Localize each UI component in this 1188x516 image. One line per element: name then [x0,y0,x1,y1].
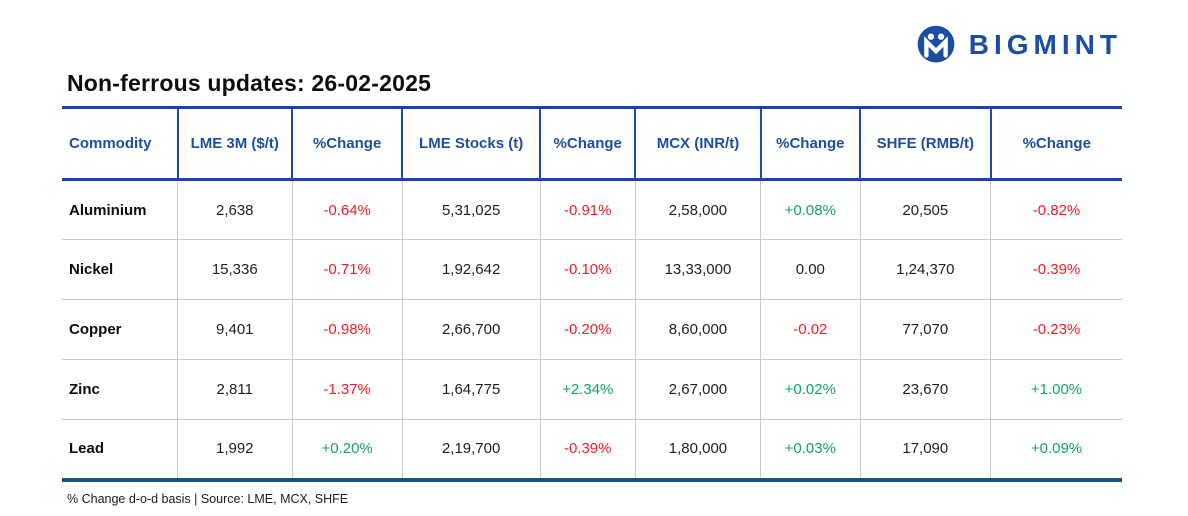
mcx-change-cell: -0.02 [760,299,861,360]
brand-logo: BIGMINT [915,24,1122,66]
commodity-table: Commodity LME 3M ($/t) %Change LME Stock… [62,106,1122,482]
footer-note: % Change d-o-d basis | Source: LME, MCX,… [67,491,349,506]
lme-3m-change-cell: -0.98% [291,299,403,360]
shfe-change-cell: -0.39% [990,239,1122,300]
commodity-name-cell: Zinc [62,359,178,420]
column-header-change-4: %Change [989,106,1122,181]
shfe-cell: 77,070 [859,299,991,360]
lme-stocks-change-cell: -0.39% [539,419,636,482]
lme-3m-cell: 9,401 [177,299,292,360]
table-row-aluminium: Aluminium 2,638 -0.64% 5,31,025 -0.91% 2… [62,179,1122,240]
lme-3m-cell: 2,811 [177,359,292,420]
lme-3m-cell: 15,336 [177,239,292,300]
shfe-change-cell: -0.23% [990,299,1122,360]
lme-stocks-change-cell: -0.91% [539,179,636,240]
mcx-change-cell: 0.00 [760,239,861,300]
lme-3m-cell: 1,992 [177,419,292,482]
mcx-cell: 2,67,000 [634,359,761,420]
lme-3m-change-cell: -0.64% [291,179,403,240]
column-header-change-3: %Change [759,106,861,181]
column-header-change-2: %Change [539,106,636,181]
lme-3m-change-cell: -0.71% [291,239,403,300]
lme-stocks-cell: 1,92,642 [401,239,541,300]
column-header-mcx: MCX (INR/t) [634,106,761,181]
mcx-change-cell: +0.03% [760,419,861,482]
page-title: Non-ferrous updates: 26-02-2025 [67,70,432,96]
top-bar: BIGMINT [62,22,1122,68]
column-header-commodity: Commodity [62,106,178,181]
mcx-cell: 13,33,000 [634,239,761,300]
lme-stocks-change-cell: -0.10% [539,239,636,300]
mcx-change-cell: +0.08% [760,179,861,240]
shfe-change-cell: +0.09% [990,419,1122,482]
shfe-change-cell: +1.00% [990,359,1122,420]
lme-3m-cell: 2,638 [177,179,292,240]
column-header-lme-stocks: LME Stocks (t) [401,106,541,181]
mcx-change-cell: +0.02% [760,359,861,420]
column-header-lme-3m: LME 3M ($/t) [176,106,292,181]
bigmint-logo-icon [915,24,957,66]
column-header-shfe: SHFE (RMB/t) [859,106,991,181]
lme-stocks-cell: 2,19,700 [401,419,541,482]
commodity-name-cell: Nickel [62,239,178,300]
shfe-change-cell: -0.82% [990,179,1122,240]
commodity-name-cell: Copper [62,299,178,360]
table-row-zinc: Zinc 2,811 -1.37% 1,64,775 +2.34% 2,67,0… [62,359,1122,420]
lme-stocks-cell: 1,64,775 [401,359,541,420]
table-header-row: Commodity LME 3M ($/t) %Change LME Stock… [62,106,1122,181]
column-header-change-1: %Change [290,106,403,181]
table-row-copper: Copper 9,401 -0.98% 2,66,700 -0.20% 8,60… [62,299,1122,360]
brand-name: BIGMINT [968,29,1122,60]
lme-3m-change-cell: +0.20% [291,419,403,482]
commodity-name-cell: Aluminium [62,179,178,240]
shfe-cell: 23,670 [859,359,991,420]
lme-stocks-cell: 5,31,025 [401,179,541,240]
mcx-cell: 8,60,000 [634,299,761,360]
lme-stocks-cell: 2,66,700 [401,299,541,360]
table-row-lead: Lead 1,992 +0.20% 2,19,700 -0.39% 1,80,0… [62,419,1122,482]
shfe-cell: 20,505 [859,179,991,240]
lme-3m-change-cell: -1.37% [291,359,403,420]
lme-stocks-change-cell: -0.20% [539,299,636,360]
shfe-cell: 1,24,370 [859,239,991,300]
mcx-cell: 2,58,000 [634,179,761,240]
shfe-cell: 17,090 [859,419,991,482]
table-row-nickel: Nickel 15,336 -0.71% 1,92,642 -0.10% 13,… [62,239,1122,300]
commodity-name-cell: Lead [62,419,178,482]
lme-stocks-change-cell: +2.34% [539,359,636,420]
mcx-cell: 1,80,000 [634,419,761,482]
